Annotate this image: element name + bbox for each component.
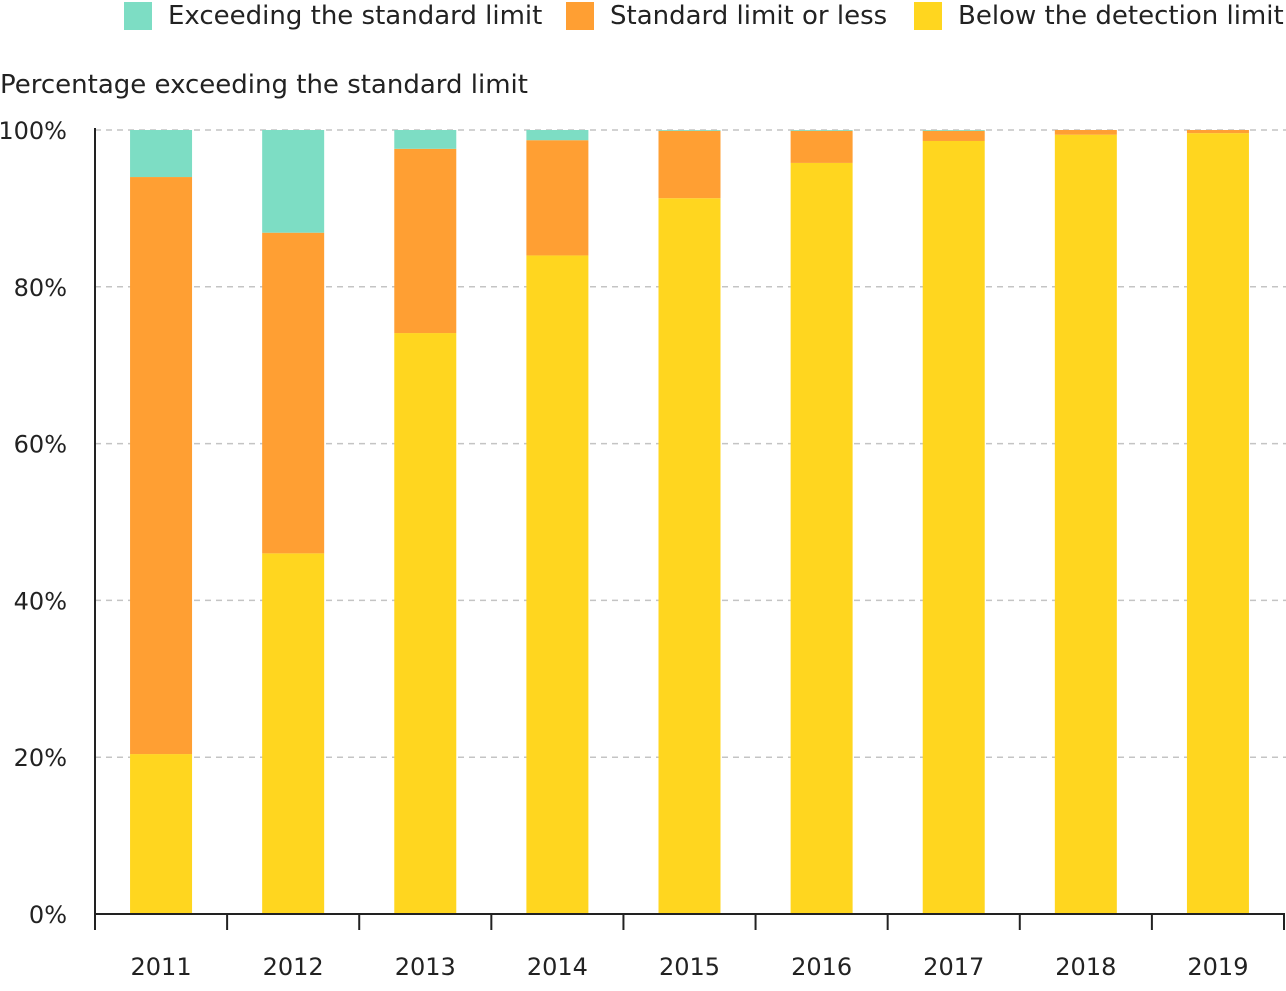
- bar-2016-series-1: [790, 130, 853, 163]
- x-tick-label-2011: 2011: [131, 953, 192, 981]
- bar-2016-series-2: [790, 130, 853, 131]
- legend-swatch-exceeding: [124, 2, 152, 30]
- x-tick-label-2014: 2014: [527, 953, 588, 981]
- bar-2013-series-1: [394, 148, 457, 334]
- x-tick-label-2019: 2019: [1187, 953, 1248, 981]
- bar-2014-series-0: [526, 255, 589, 914]
- bar-2017-series-0: [922, 140, 985, 914]
- legend-item-exceeding: Exceeding the standard limit: [124, 0, 542, 32]
- bar-2016-series-0: [790, 162, 853, 915]
- bar-2011-series-1: [130, 177, 193, 755]
- x-tick-label-2012: 2012: [263, 953, 324, 981]
- y-axis-title: Percentage exceeding the standard limit: [0, 70, 528, 100]
- x-tick-label-2017: 2017: [923, 953, 984, 981]
- legend-label-below-detection: Below the detection limit: [958, 1, 1284, 31]
- y-tick-labels: 0% 20% 40% 60% 80% 100%: [0, 117, 67, 929]
- legend-label-standard-or-less: Standard limit or less: [610, 1, 888, 31]
- legend-item-standard-or-less: Standard limit or less: [566, 0, 887, 32]
- axes: [94, 128, 1285, 930]
- bar-2012-series-2: [262, 130, 325, 233]
- x-tick-label-2016: 2016: [791, 953, 852, 981]
- y-tick-label-5: 100%: [0, 117, 67, 145]
- bar-2012-series-0: [262, 553, 325, 914]
- legend: Exceeding the standard limit Standard li…: [0, 0, 1286, 34]
- legend-swatch-standard-or-less: [566, 2, 594, 30]
- legend-swatch-below-detection: [914, 2, 942, 30]
- legend-label-exceeding: Exceeding the standard limit: [168, 1, 543, 31]
- bar-2017-series-2: [922, 130, 985, 131]
- bars: [130, 130, 1249, 915]
- bar-2018-series-1: [1054, 130, 1117, 135]
- bar-2014-series-2: [526, 130, 589, 141]
- x-tick-label-2015: 2015: [659, 953, 720, 981]
- bar-2015-series-0: [658, 198, 721, 914]
- bar-2014-series-1: [526, 140, 589, 256]
- x-tick-label-2018: 2018: [1055, 953, 1116, 981]
- bar-2019-series-0: [1186, 133, 1249, 915]
- bar-2013-series-0: [394, 333, 457, 914]
- y-tick-label-2: 40%: [14, 587, 67, 615]
- y-tick-label-1: 20%: [14, 744, 67, 772]
- bar-2012-series-1: [262, 232, 325, 554]
- bar-2013-series-2: [394, 130, 457, 149]
- legend-item-below-detection: Below the detection limit: [914, 0, 1284, 32]
- bar-2017-series-1: [922, 130, 985, 141]
- bar-2011-series-0: [130, 754, 193, 914]
- bar-2015-series-1: [658, 130, 721, 199]
- bar-2015-series-2: [658, 130, 721, 131]
- x-tick-labels: 2011 2012 2013 2014 2015 2016 2017 2018 2019: [131, 953, 1249, 981]
- x-tick-label-2013: 2013: [395, 953, 456, 981]
- y-tick-label-0: 0%: [29, 901, 67, 929]
- bar-2018-series-0: [1054, 134, 1117, 915]
- y-tick-label-4: 80%: [14, 274, 67, 302]
- y-tick-label-3: 60%: [14, 431, 67, 459]
- bar-2019-series-1: [1186, 130, 1249, 134]
- bar-2011-series-2: [130, 130, 193, 178]
